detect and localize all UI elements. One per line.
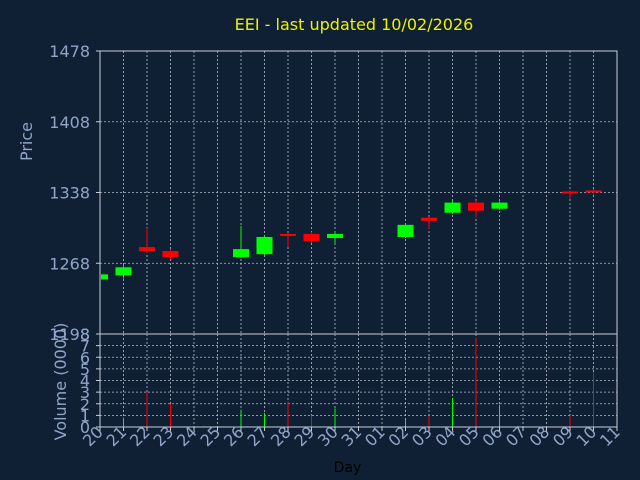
candle-body	[101, 274, 108, 280]
price-tick-label: 1198	[49, 325, 90, 344]
candle	[562, 190, 578, 199]
candle-body	[115, 267, 132, 276]
volume-tick-label: 0	[80, 418, 90, 437]
price-y-ticks: 1198 1268 1338 1408 1478	[49, 42, 100, 344]
price-panel: 1198 1268 1338 1408 1478 Price	[17, 42, 618, 344]
volume-tick-label: 7	[80, 337, 90, 356]
x-axis-label: Day	[334, 460, 362, 476]
price-tick-label: 1338	[49, 184, 90, 203]
candle	[256, 234, 273, 256]
volume-tick-label: 6	[80, 348, 90, 367]
volume-tick-label: 8	[80, 325, 90, 344]
volume-tick-label: 5	[80, 360, 90, 379]
candle-body	[303, 233, 320, 242]
volume-tick-label: 4	[80, 372, 90, 391]
volume-tick-label: 3	[80, 383, 90, 402]
volume-bars	[123, 337, 594, 427]
price-tick-label: 1478	[49, 42, 90, 61]
chart-title: EEI - last updated 10/02/2026	[235, 15, 474, 34]
candle	[327, 230, 343, 245]
candle	[585, 189, 602, 195]
candle	[491, 201, 508, 210]
candle-body	[444, 202, 461, 213]
candle-body	[397, 224, 414, 237]
candle-body	[585, 190, 602, 193]
candle-body	[327, 233, 343, 238]
price-tick-label: 1268	[49, 254, 90, 273]
price-axis-label: Price	[17, 122, 36, 161]
candle-body	[280, 233, 296, 236]
price-grid	[100, 51, 617, 334]
candle-body	[491, 202, 508, 209]
candle	[99, 273, 108, 281]
price-tick-label: 1408	[49, 113, 90, 132]
candles	[99, 189, 602, 281]
x-tick-labels: 2021222324252627282930310102030405060708…	[79, 422, 624, 450]
candle-body	[562, 191, 578, 194]
candle-body	[162, 251, 179, 258]
candle-body	[256, 236, 273, 255]
candle	[233, 225, 249, 259]
candle	[280, 232, 296, 248]
volume-tick-label: 2	[80, 395, 90, 414]
candle-body	[468, 202, 484, 211]
candle	[397, 223, 414, 238]
candle	[162, 249, 179, 260]
volume-axis-label: Volume (0000)	[51, 323, 70, 441]
candle	[444, 200, 461, 214]
candle-body	[233, 249, 249, 258]
candle-body	[139, 247, 155, 252]
candle-body	[421, 217, 437, 221]
candle	[421, 216, 437, 229]
candle	[139, 227, 155, 254]
candle	[115, 265, 132, 279]
candle	[303, 231, 320, 244]
volume-tick-label: 1	[80, 406, 90, 425]
candle	[468, 200, 484, 218]
